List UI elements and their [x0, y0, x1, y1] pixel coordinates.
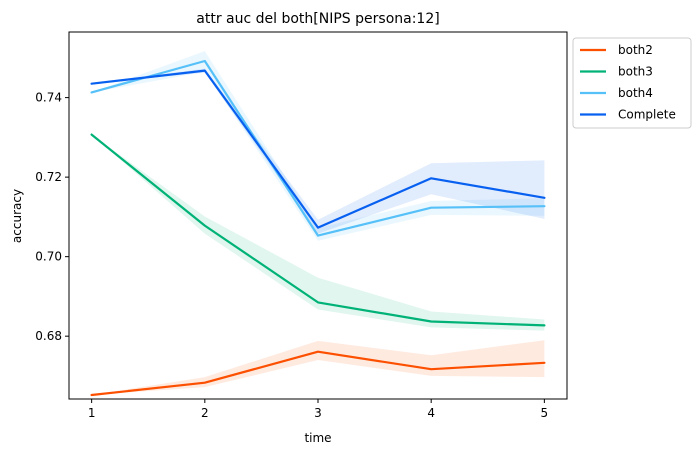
legend-label-complete: Complete	[618, 108, 676, 122]
band-both2	[91, 340, 545, 395]
line-both2	[90, 350, 546, 397]
legend: both2 both3 both4 Complete	[572, 37, 692, 129]
legend-label-both2: both2	[618, 43, 653, 57]
y-axis: 0.68 0.70 0.72 0.74	[35, 91, 69, 343]
series-lines	[90, 59, 546, 397]
legend-frame	[572, 37, 692, 129]
band-complete	[91, 68, 545, 234]
y-tick-label: 0.72	[35, 170, 62, 184]
confidence-bands	[91, 51, 545, 395]
x-tick-label: 4	[427, 406, 435, 420]
line-both3	[90, 133, 546, 327]
band-both3	[91, 134, 545, 331]
x-axis-title: time	[304, 431, 331, 445]
x-axis: 1 2 3 4 5	[88, 399, 548, 420]
band-both4	[91, 51, 545, 241]
y-tick-label: 0.74	[35, 91, 62, 105]
y-tick-label: 0.70	[35, 250, 62, 264]
chart-title: attr auc del both[NIPS persona:12]	[196, 11, 439, 27]
x-tick-label: 2	[201, 406, 209, 420]
y-axis-title: accuracy	[10, 189, 24, 243]
legend-label-both4: both4	[618, 86, 653, 100]
legend-label-both3: both3	[618, 65, 653, 79]
x-tick-label: 3	[314, 406, 322, 420]
y-tick-label: 0.68	[35, 329, 62, 343]
x-tick-label: 5	[541, 406, 549, 420]
line-both4	[90, 59, 546, 237]
x-tick-label: 1	[88, 406, 96, 420]
line-complete	[90, 69, 546, 229]
